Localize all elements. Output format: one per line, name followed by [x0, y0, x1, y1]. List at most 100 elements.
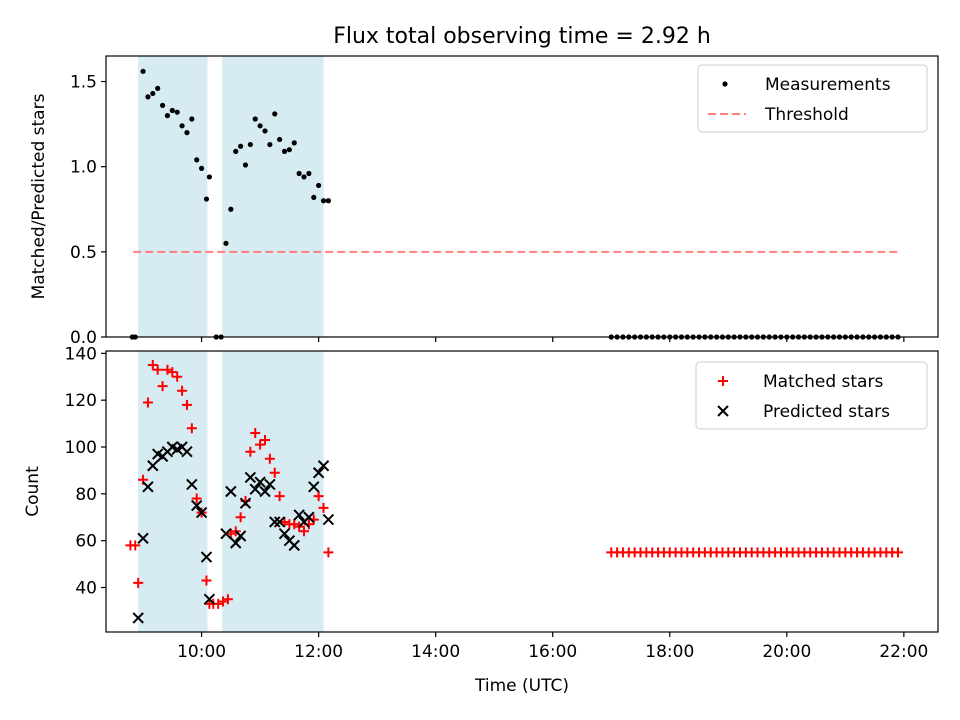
- predicted-star-point: [312, 467, 325, 479]
- matched-star-point: [318, 502, 329, 513]
- predicted-star-point: [264, 478, 276, 491]
- measurement-point: [257, 123, 263, 129]
- measurement-point: [316, 182, 322, 189]
- measurement-point: [325, 198, 331, 204]
- measurement-point: [320, 198, 327, 204]
- bottom-panel-counts: 40 60 80 100 120 140 10:00 12:00 14:00 16:00 18:00…: [23, 344, 939, 662]
- x-tick-label: 18:00: [645, 642, 694, 662]
- matched-star-point: [181, 399, 192, 410]
- measurement-point: [140, 68, 146, 74]
- measurement-point: [145, 94, 151, 100]
- matched-star-point: [299, 526, 310, 537]
- measurement-point: [272, 111, 278, 117]
- measurement-point: [267, 141, 273, 148]
- legend-label-predicted-stars: Predicted stars: [763, 402, 890, 422]
- observing-window-1: [138, 56, 208, 337]
- axes-frame: [105, 350, 939, 633]
- x-tick-label: 20:00: [762, 642, 811, 662]
- x-tick-label: 16:00: [528, 642, 577, 662]
- measurement-point: [164, 113, 171, 119]
- y-tick-label: 80: [75, 485, 97, 505]
- measurement-point: [194, 157, 200, 163]
- legend-marker-matched: [718, 376, 728, 386]
- y-tick-label: 40: [75, 579, 97, 599]
- matched-star-point: [259, 434, 270, 445]
- measurement-point: [247, 141, 253, 148]
- legend: Matched stars Predicted stars: [695, 361, 928, 430]
- predicted-star-point: [249, 483, 261, 495]
- predicted-star-point: [200, 551, 213, 563]
- matched-star-point: [201, 575, 212, 586]
- predicted-star-point: [278, 527, 291, 540]
- matched-star-point: [177, 385, 188, 396]
- predicted-star-point: [203, 593, 216, 605]
- x-tick-label: 14:00: [411, 642, 460, 662]
- predicted-star-point: [303, 511, 315, 523]
- measurement-point: [206, 174, 212, 180]
- measurement-point: [174, 109, 180, 115]
- predicted-star-point: [234, 530, 247, 542]
- legend-label-measurements: Measurements: [765, 75, 891, 95]
- predicted-star-point: [293, 509, 305, 521]
- observing-window-2: [222, 351, 324, 632]
- legend-label-threshold: Threshold: [764, 105, 849, 125]
- measurement-point: [306, 170, 312, 177]
- predicted-star-point: [244, 471, 257, 484]
- predicted-star-point: [225, 485, 237, 498]
- y-tick-label: 1.0: [70, 158, 97, 178]
- matched-star-point: [245, 446, 256, 457]
- y-tick-label: 0.0: [70, 328, 97, 348]
- y-tick-label: 60: [75, 532, 97, 552]
- observing-window-1: [138, 351, 208, 632]
- measurement-point: [198, 165, 205, 171]
- measurement-point: [277, 136, 283, 143]
- predicted-star-point: [308, 481, 320, 493]
- measurement-point: [233, 148, 239, 154]
- predicted-star-point: [147, 460, 159, 472]
- predicted-star-point: [239, 497, 252, 509]
- x-tick-label: 12:00: [294, 642, 343, 662]
- matched-star-point: [167, 367, 178, 378]
- legend-label-matched-stars: Matched stars: [763, 372, 883, 392]
- measurement-point: [301, 174, 307, 180]
- predicted-star-point: [273, 516, 286, 528]
- predicted-star-point: [186, 478, 198, 491]
- measurement-point: [238, 143, 244, 149]
- matched-star-point: [186, 423, 197, 434]
- legend-box: [695, 361, 928, 430]
- series-predicted-stars: [132, 441, 335, 624]
- legend-box: [697, 64, 928, 133]
- measurement-point: [169, 107, 175, 114]
- matched-star-point: [130, 540, 141, 551]
- matched-star-point: [269, 467, 280, 478]
- measurement-point: [203, 196, 210, 202]
- matched-star-point: [264, 453, 275, 464]
- matched-star-point: [250, 427, 261, 438]
- top-panel-ratio: 0.0 0.5 1.0 1.5 Matched/Predicted stars Measu…: [29, 55, 939, 348]
- x-axis-label: Time (UTC): [474, 676, 569, 696]
- predicted-star-point: [191, 499, 203, 512]
- measurement-point: [281, 148, 288, 154]
- measurement-point: [242, 162, 249, 168]
- predicted-star-point: [230, 537, 242, 549]
- y-tick-label: 1.5: [70, 73, 97, 93]
- measurement-point: [150, 90, 156, 97]
- chart-title: Flux total observing time = 2.92 h: [333, 24, 711, 49]
- matched-star-point: [147, 360, 158, 371]
- legend: Measurements Threshold: [697, 64, 928, 133]
- predicted-star-point: [181, 445, 193, 458]
- y-axis-label: Count: [23, 466, 43, 517]
- matched-star-point: [893, 547, 904, 558]
- predicted-star-point: [322, 513, 335, 526]
- predicted-star-point: [288, 539, 300, 552]
- predicted-star-point: [132, 612, 144, 624]
- matched-star-point: [133, 577, 144, 588]
- matched-star-point: [274, 491, 285, 502]
- x-tick-label: 22:00: [879, 642, 928, 662]
- measurement-point: [228, 206, 234, 212]
- measurement-point: [155, 85, 161, 91]
- y-tick-label: 140: [65, 344, 97, 364]
- predicted-star-point: [259, 485, 271, 498]
- matched-star-point: [142, 397, 153, 408]
